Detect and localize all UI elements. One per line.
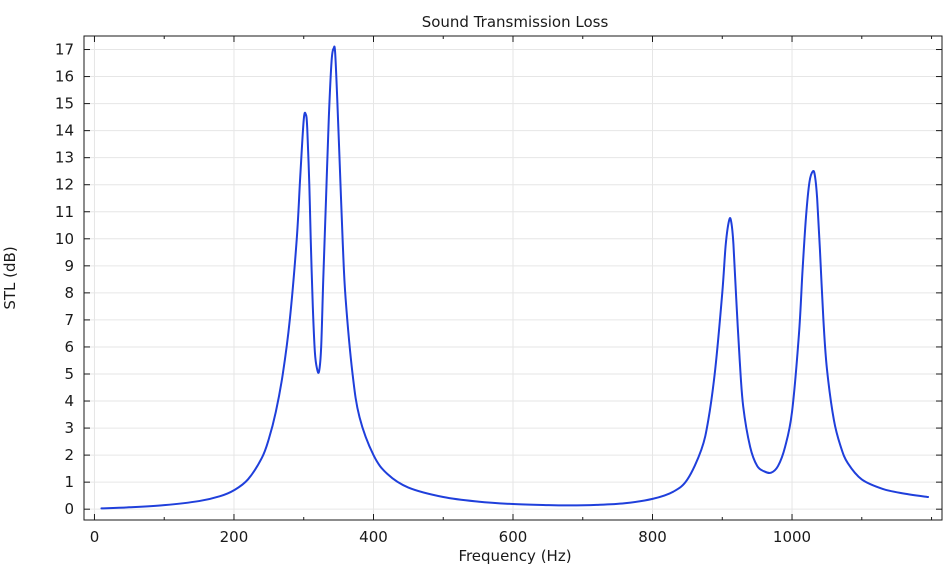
y-tick-label: 17 [55, 41, 74, 59]
y-tick-label: 12 [55, 176, 74, 194]
stl-series-line [100, 45, 930, 510]
y-tick-label: 15 [55, 95, 74, 113]
y-tick-label: 4 [64, 392, 74, 410]
y-tick-label: 14 [55, 122, 74, 140]
y-tick-label: 6 [64, 338, 74, 356]
series-layer [100, 45, 930, 510]
x-axis-label: Frequency (Hz) [458, 547, 571, 565]
chart-title: Sound Transmission Loss [422, 13, 609, 31]
x-tick-label: 1000 [773, 528, 811, 546]
y-tick-label: 11 [55, 203, 74, 221]
y-tick-label: 13 [55, 149, 74, 167]
x-tick-label: 800 [638, 528, 667, 546]
y-tick-label: 1 [64, 473, 74, 491]
y-tick-label: 9 [64, 257, 74, 275]
y-tick-label: 0 [64, 500, 74, 518]
x-tick-label: 400 [359, 528, 388, 546]
grid-layer [84, 36, 942, 520]
y-tick-label: 2 [64, 446, 74, 464]
x-tick-label: 200 [220, 528, 249, 546]
y-tick-label: 7 [64, 311, 74, 329]
x-tick-label: 0 [90, 528, 100, 546]
y-tick-label: 5 [64, 365, 74, 383]
y-axis-label: STL (dB) [1, 246, 19, 309]
y-tick-label: 3 [64, 419, 74, 437]
y-tick-label: 16 [55, 68, 74, 86]
x-tick-label: 600 [499, 528, 528, 546]
y-tick-label: 10 [55, 230, 74, 248]
y-tick-label: 8 [64, 284, 74, 302]
